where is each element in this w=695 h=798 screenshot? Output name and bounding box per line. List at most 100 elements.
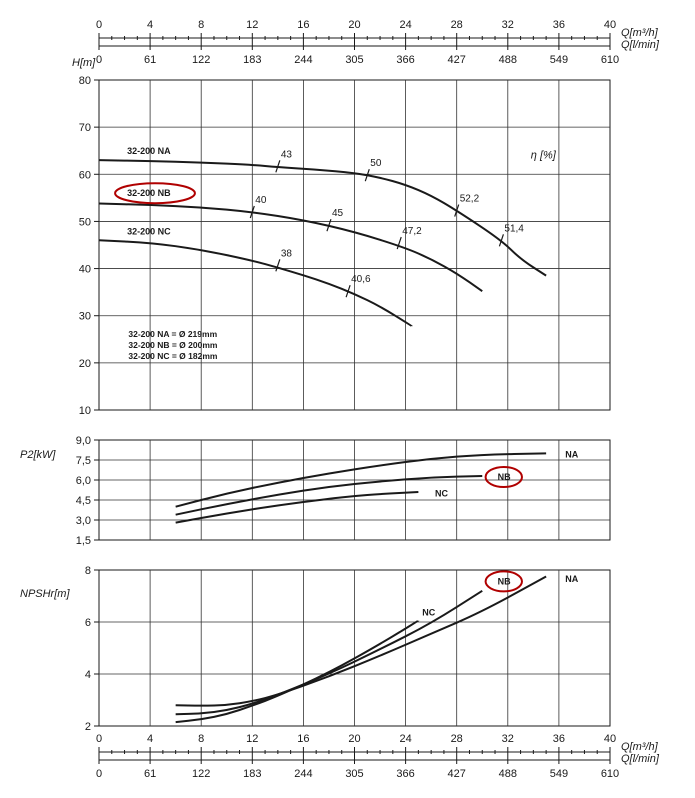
y-tick-label: 20: [79, 358, 91, 370]
q-lmin-tick-label: 122: [192, 768, 210, 780]
q-lmin-tick-label: 183: [243, 54, 261, 66]
q-lmin-tick-label: 61: [144, 768, 156, 780]
curve-label: 32-200 NC: [127, 226, 171, 236]
series-line-nc: [175, 619, 419, 724]
q-lmin-tick-label: 366: [396, 768, 414, 780]
q-m3h-tick-label: 20: [348, 19, 360, 31]
curve-label: 32-200 NB: [127, 188, 171, 198]
y-tick-label: 6: [85, 617, 91, 629]
q-lmin-axis-title: Q[l/min]: [621, 753, 660, 765]
q-m3h-tick-label: 28: [451, 19, 463, 31]
series-line-nb: [175, 475, 483, 516]
q-m3h-tick-label: 40: [604, 733, 616, 745]
q-lmin-tick-label: 122: [192, 54, 210, 66]
y-tick-label: 4: [85, 669, 91, 681]
efficiency-label: 40,6: [351, 274, 371, 285]
series-line-nb: [175, 589, 483, 716]
curve-label: NA: [565, 574, 578, 584]
q-m3h-tick-label: 36: [553, 733, 565, 745]
y-tick-label: 4,5: [76, 495, 91, 507]
q-m3h-tick-label: 4: [147, 19, 153, 31]
y-tick-label: 80: [79, 75, 91, 87]
q-lmin-tick-label: 305: [345, 768, 363, 780]
y-tick-label: 40: [79, 264, 91, 276]
q-lmin-tick-label: 0: [96, 768, 102, 780]
q-m3h-tick-label: 36: [553, 19, 565, 31]
q-m3h-tick-label: 4: [147, 733, 153, 745]
efficiency-tick: [326, 219, 332, 232]
y-tick-label: 50: [79, 216, 91, 228]
q-lmin-tick-label: 366: [396, 54, 414, 66]
q-lmin-tick-label: 61: [144, 54, 156, 66]
q-m3h-tick-label: 0: [96, 733, 102, 745]
q-m3h-tick-label: 28: [451, 733, 463, 745]
curve-label: NB: [498, 472, 511, 482]
efficiency-label: 47,2: [402, 226, 422, 237]
y-tick-label: 30: [79, 311, 91, 323]
q-m3h-tick-label: 16: [297, 733, 309, 745]
y-tick-label: 1,5: [76, 535, 91, 547]
highlight-ellipse: [484, 466, 523, 488]
q-lmin-tick-label: 244: [294, 54, 312, 66]
q-m3h-tick-label: 0: [96, 19, 102, 31]
y-tick-label: 2: [85, 721, 91, 733]
y-axis-title: NPSHr[m]: [20, 588, 70, 600]
efficiency-tick: [396, 236, 402, 250]
highlight-ellipse: [114, 182, 196, 205]
series-line-na: [175, 575, 547, 707]
efficiency-tick: [275, 160, 281, 173]
diameter-note: 32-200 NA = Ø 219mm: [128, 329, 217, 339]
q-lmin-tick-label: 549: [550, 768, 568, 780]
q-m3h-tick-label: 24: [399, 733, 411, 745]
panel-3: 2 4 6 8 NPSHr[m] NA NB NC: [20, 565, 611, 733]
curve-label: 32-200 NA: [127, 146, 171, 156]
curve-label: NC: [435, 489, 448, 499]
panel-2: 1,5 3,0 4,5 6,0 7,5 9,0 P2[kW] NA NB NC: [20, 435, 611, 547]
q-lmin-tick-label: 0: [96, 54, 102, 66]
efficiency-tick: [364, 169, 370, 182]
efficiency-label: 52,2: [460, 194, 480, 205]
series-line-nc: [175, 491, 419, 524]
y-tick-label: 7,5: [76, 455, 91, 467]
q-lmin-tick-label: 610: [601, 54, 619, 66]
q-m3h-tick-label: 32: [502, 19, 514, 31]
efficiency-label: 45: [332, 208, 344, 219]
q-lmin-tick-label: 244: [294, 768, 312, 780]
q-lmin-tick-label: 427: [448, 768, 466, 780]
y-axis-title: H[m]: [72, 57, 96, 69]
efficiency-tick: [275, 259, 281, 272]
efficiency-tick: [249, 205, 255, 219]
efficiency-label: 50: [370, 158, 382, 169]
efficiency-label: 40: [255, 195, 267, 206]
efficiency-tick: [345, 285, 351, 298]
q-lmin-tick-label: 488: [499, 768, 517, 780]
q-m3h-axis-title: Q[m³/h]: [621, 27, 659, 39]
q-m3h-axis-title: Q[m³/h]: [621, 741, 659, 753]
highlight-ellipse: [484, 570, 523, 593]
top-q-axis: 0 4 8 12 16 20 24 28 32 36 40 0 61 122 183 244 305 366 427…: [96, 19, 660, 66]
q-lmin-tick-label: 488: [499, 54, 517, 66]
curve-label: NB: [498, 576, 511, 586]
q-m3h-tick-label: 24: [399, 19, 411, 31]
q-lmin-axis-title: Q[l/min]: [621, 39, 660, 51]
diameter-note: 32-200 NC = Ø 182mm: [128, 351, 218, 361]
efficiency-axis-label: η [%]: [531, 150, 557, 162]
y-axis-title: P2[kW]: [20, 449, 56, 461]
y-tick-label: 8: [85, 565, 91, 577]
y-tick-label: 60: [79, 169, 91, 181]
bottom-q-axis: 0 4 8 12 16 20 24 28 32 36 40 0 61 122 183 244 305 366 427…: [96, 733, 660, 780]
efficiency-tick: [454, 204, 460, 217]
panel-1: 10 20 30 40 50 60 70 80 H[m] 32-200 NA 32-200 NB 32…: [72, 57, 611, 417]
series-line-32-200-nc: [98, 239, 413, 327]
efficiency-label: 51,4: [504, 223, 524, 234]
q-m3h-tick-label: 8: [198, 733, 204, 745]
q-lmin-tick-label: 427: [448, 54, 466, 66]
diameter-note: 32-200 NB = Ø 200mm: [128, 340, 218, 350]
q-m3h-tick-label: 16: [297, 19, 309, 31]
q-lmin-tick-label: 610: [601, 768, 619, 780]
q-m3h-tick-label: 20: [348, 733, 360, 745]
y-tick-label: 10: [79, 405, 91, 417]
series-line-na: [175, 452, 547, 508]
curve-label: NC: [422, 608, 435, 618]
